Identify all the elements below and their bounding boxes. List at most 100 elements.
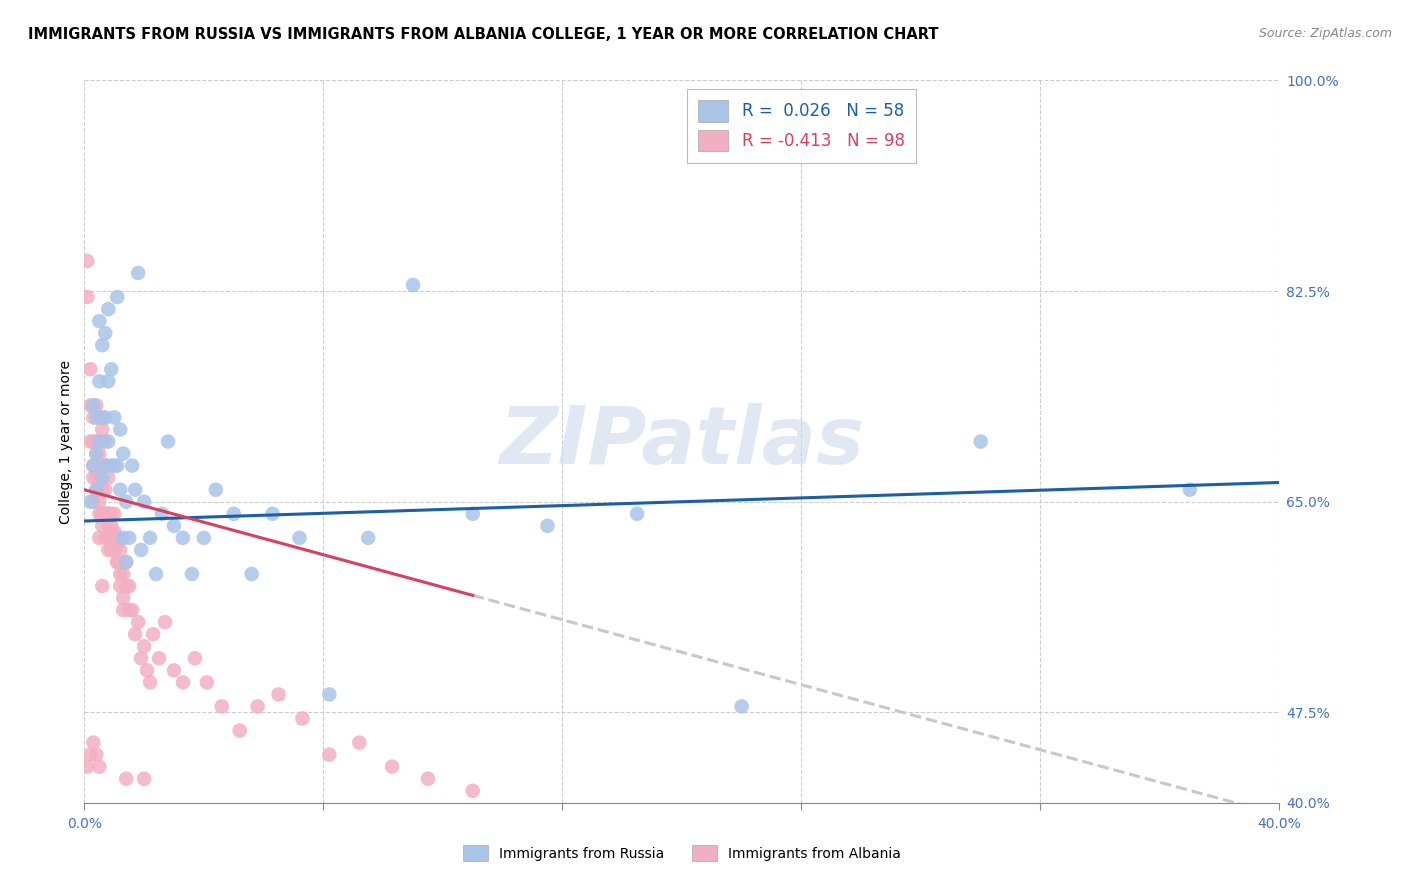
Point: [94, 458, 117, 473]
Point: [94, 507, 117, 521]
Point: [148, 651, 170, 665]
Point: [132, 772, 156, 786]
Point: [150, 507, 173, 521]
Point: [228, 723, 252, 738]
Point: [94, 458, 117, 473]
Point: [97, 518, 120, 533]
Point: [626, 507, 648, 521]
Point: [89, 434, 111, 449]
Point: [97, 531, 120, 545]
Point: [246, 699, 269, 714]
Point: [110, 483, 132, 497]
Point: [105, 458, 128, 473]
Point: [94, 507, 117, 521]
Point: [100, 362, 122, 376]
Point: [193, 531, 215, 545]
Point: [86, 398, 108, 412]
Point: [240, 567, 263, 582]
Point: [76, 759, 98, 773]
Point: [105, 555, 128, 569]
Point: [461, 784, 484, 798]
Point: [127, 615, 149, 630]
Point: [262, 507, 284, 521]
Point: [91, 410, 114, 425]
Point: [97, 374, 120, 388]
Point: [100, 507, 122, 521]
Point: [211, 699, 233, 714]
Point: [121, 603, 143, 617]
Point: [381, 759, 404, 773]
Point: [86, 434, 108, 449]
Point: [184, 651, 207, 665]
Point: [89, 507, 111, 521]
Point: [127, 266, 149, 280]
Point: [82, 458, 104, 473]
Point: [91, 507, 114, 521]
Point: [100, 518, 122, 533]
Point: [91, 434, 114, 449]
Point: [91, 483, 114, 497]
Point: [100, 531, 122, 545]
Point: [100, 542, 122, 557]
Point: [461, 507, 484, 521]
Point: [112, 591, 135, 606]
Point: [86, 446, 108, 460]
Point: [349, 735, 371, 749]
Point: [79, 434, 101, 449]
Point: [91, 458, 114, 473]
Point: [103, 507, 125, 521]
Point: [318, 747, 340, 762]
Point: [91, 507, 114, 521]
Point: [89, 494, 111, 508]
Point: [105, 531, 128, 545]
Text: IMMIGRANTS FROM RUSSIA VS IMMIGRANTS FROM ALBANIA COLLEGE, 1 YEAR OR MORE CORREL: IMMIGRANTS FROM RUSSIA VS IMMIGRANTS FRO…: [28, 27, 939, 42]
Point: [136, 664, 159, 678]
Point: [163, 664, 186, 678]
Point: [112, 603, 135, 617]
Point: [79, 494, 101, 508]
Point: [79, 398, 101, 412]
Point: [94, 410, 117, 425]
Point: [94, 326, 117, 340]
Text: ZIPatlas: ZIPatlas: [499, 402, 865, 481]
Legend: Immigrants from Russia, Immigrants from Albania: Immigrants from Russia, Immigrants from …: [456, 838, 908, 868]
Point: [132, 639, 156, 653]
Point: [205, 483, 228, 497]
Point: [970, 434, 993, 449]
Point: [129, 651, 152, 665]
Point: [89, 470, 111, 484]
Point: [103, 531, 125, 545]
Point: [89, 531, 111, 545]
Point: [82, 410, 104, 425]
Point: [89, 410, 111, 425]
Point: [163, 518, 186, 533]
Point: [86, 483, 108, 497]
Point: [112, 567, 135, 582]
Point: [115, 555, 138, 569]
Point: [172, 675, 194, 690]
Point: [121, 458, 143, 473]
Point: [118, 579, 141, 593]
Point: [97, 542, 120, 557]
Point: [416, 772, 439, 786]
Point: [103, 458, 125, 473]
Point: [157, 434, 180, 449]
Point: [115, 555, 138, 569]
Point: [103, 524, 125, 539]
Point: [79, 362, 101, 376]
Point: [105, 537, 128, 551]
Point: [731, 699, 754, 714]
Point: [153, 615, 176, 630]
Point: [97, 507, 120, 521]
Point: [97, 470, 120, 484]
Point: [124, 483, 146, 497]
Point: [91, 338, 114, 352]
Point: [402, 277, 425, 292]
Point: [124, 627, 146, 641]
Point: [94, 483, 117, 497]
Point: [97, 434, 120, 449]
Point: [142, 627, 165, 641]
Point: [94, 458, 117, 473]
Point: [103, 531, 125, 545]
Point: [103, 410, 125, 425]
